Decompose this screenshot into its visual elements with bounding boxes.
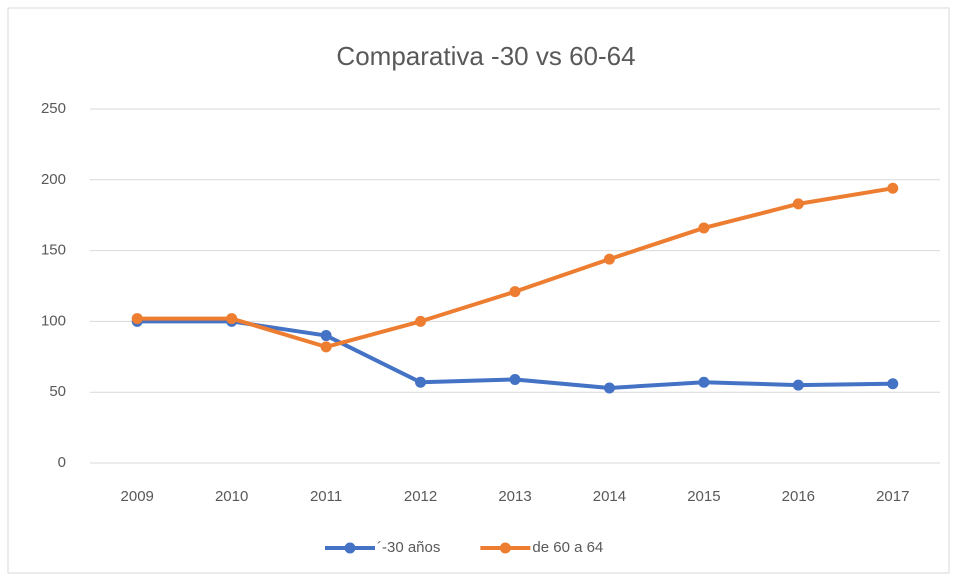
x-tick-label: 2016 (782, 488, 815, 505)
x-tick-label: 2014 (593, 488, 626, 505)
point (698, 222, 710, 234)
y-tick-label: 200 (41, 171, 66, 188)
point (509, 373, 521, 385)
x-tick-label: 2017 (876, 488, 909, 505)
point (603, 382, 615, 394)
point (415, 315, 427, 327)
point (887, 378, 899, 390)
chart-border (7, 7, 950, 574)
y-tick-label: 0 (58, 454, 66, 471)
x-tick-label: 2015 (687, 488, 720, 505)
point (226, 313, 238, 325)
point (131, 313, 143, 325)
y-tick-label: 100 (41, 312, 66, 329)
x-tick-label: 2012 (404, 488, 437, 505)
point (698, 376, 710, 388)
x-tick-label: 2013 (498, 488, 531, 505)
x-tick-label: 2011 (310, 488, 342, 505)
point (603, 253, 615, 265)
point (415, 376, 427, 388)
legend-label: de 60 a 64 (532, 539, 603, 556)
x-tick-label: 2009 (121, 488, 154, 505)
point (887, 182, 899, 194)
point (509, 286, 521, 298)
x-tick-label: 2010 (215, 488, 248, 505)
point (320, 341, 332, 353)
point (320, 330, 332, 342)
point (792, 379, 804, 391)
y-tick-label: 50 (49, 383, 66, 400)
legend-marker (344, 542, 356, 554)
legend-marker (499, 542, 511, 554)
y-tick-label: 250 (41, 100, 66, 117)
legend-label: ´-30 años (377, 539, 440, 556)
point (792, 198, 804, 210)
chart-title: Comparativa -30 vs 60-64 (336, 41, 635, 71)
y-tick-label: 150 (41, 242, 66, 259)
